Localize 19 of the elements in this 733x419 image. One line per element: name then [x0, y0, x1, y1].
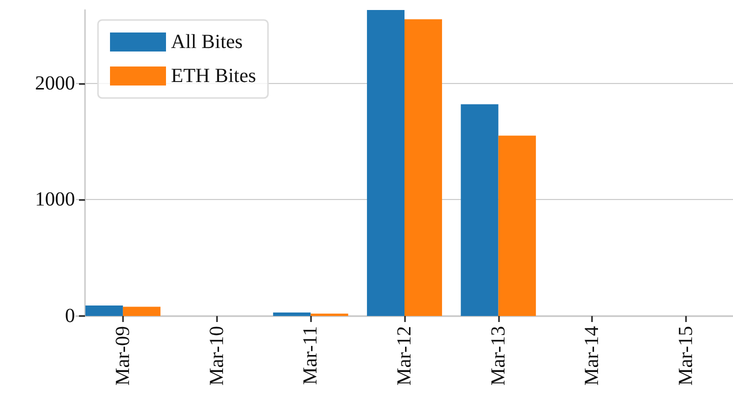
x-tick-label: Mar-12 [394, 326, 416, 386]
bar [404, 19, 442, 316]
bar [498, 136, 536, 316]
y-tick-label: 0 [65, 305, 75, 327]
bar [460, 104, 498, 316]
x-tick-label: Mar-13 [487, 326, 510, 386]
x-tick-label: Mar-14 [581, 326, 604, 386]
x-tick-label: Mar-09 [112, 326, 134, 386]
x-tick-label: Mar-10 [206, 326, 228, 386]
bar [273, 312, 311, 316]
legend-label: ETH Bites [171, 65, 256, 87]
bar [85, 306, 123, 316]
x-tick-label: Mar-15 [675, 326, 698, 386]
legend-label: All Bites [171, 31, 243, 53]
x-tick-label: Mar-11 [300, 326, 322, 385]
bar [366, 10, 404, 316]
y-tick-label: 2000 [35, 72, 75, 94]
y-tick-label: 1000 [35, 188, 75, 211]
bar [122, 306, 160, 316]
